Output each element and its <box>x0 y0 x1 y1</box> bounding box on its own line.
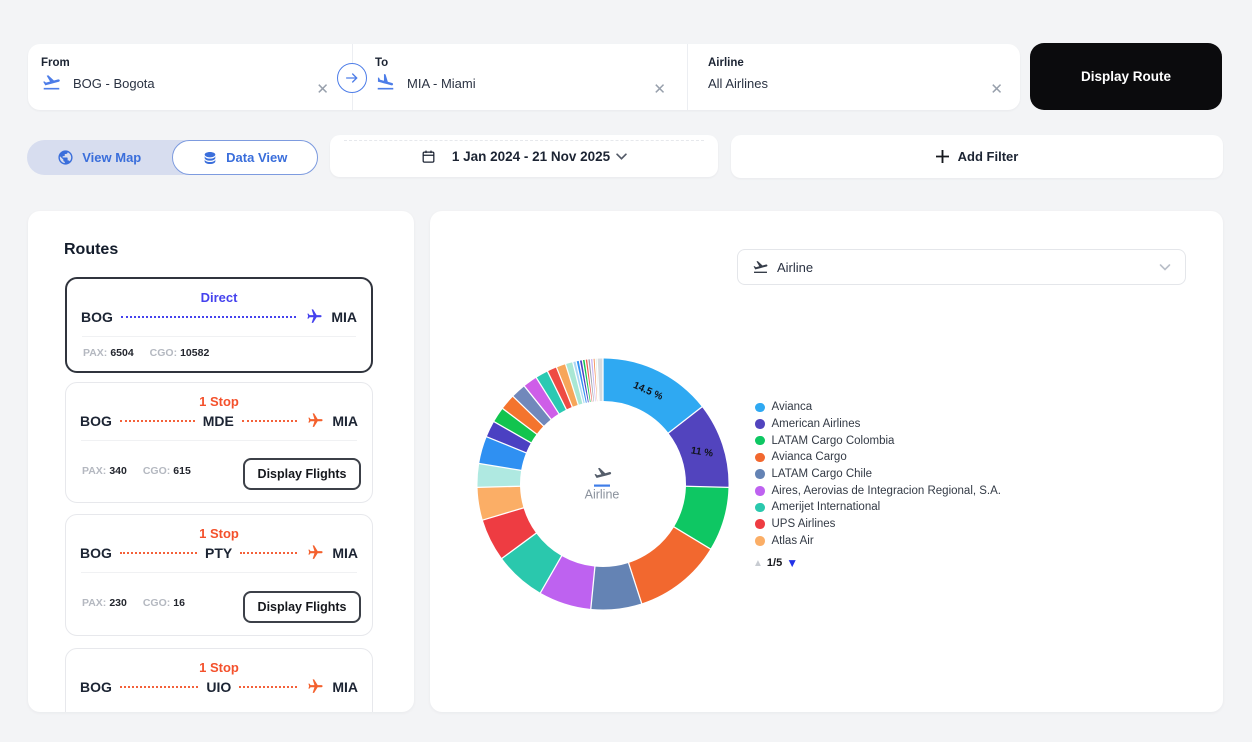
svg-text:11 %: 11 % <box>690 445 714 459</box>
svg-text:Airline: Airline <box>585 488 620 502</box>
